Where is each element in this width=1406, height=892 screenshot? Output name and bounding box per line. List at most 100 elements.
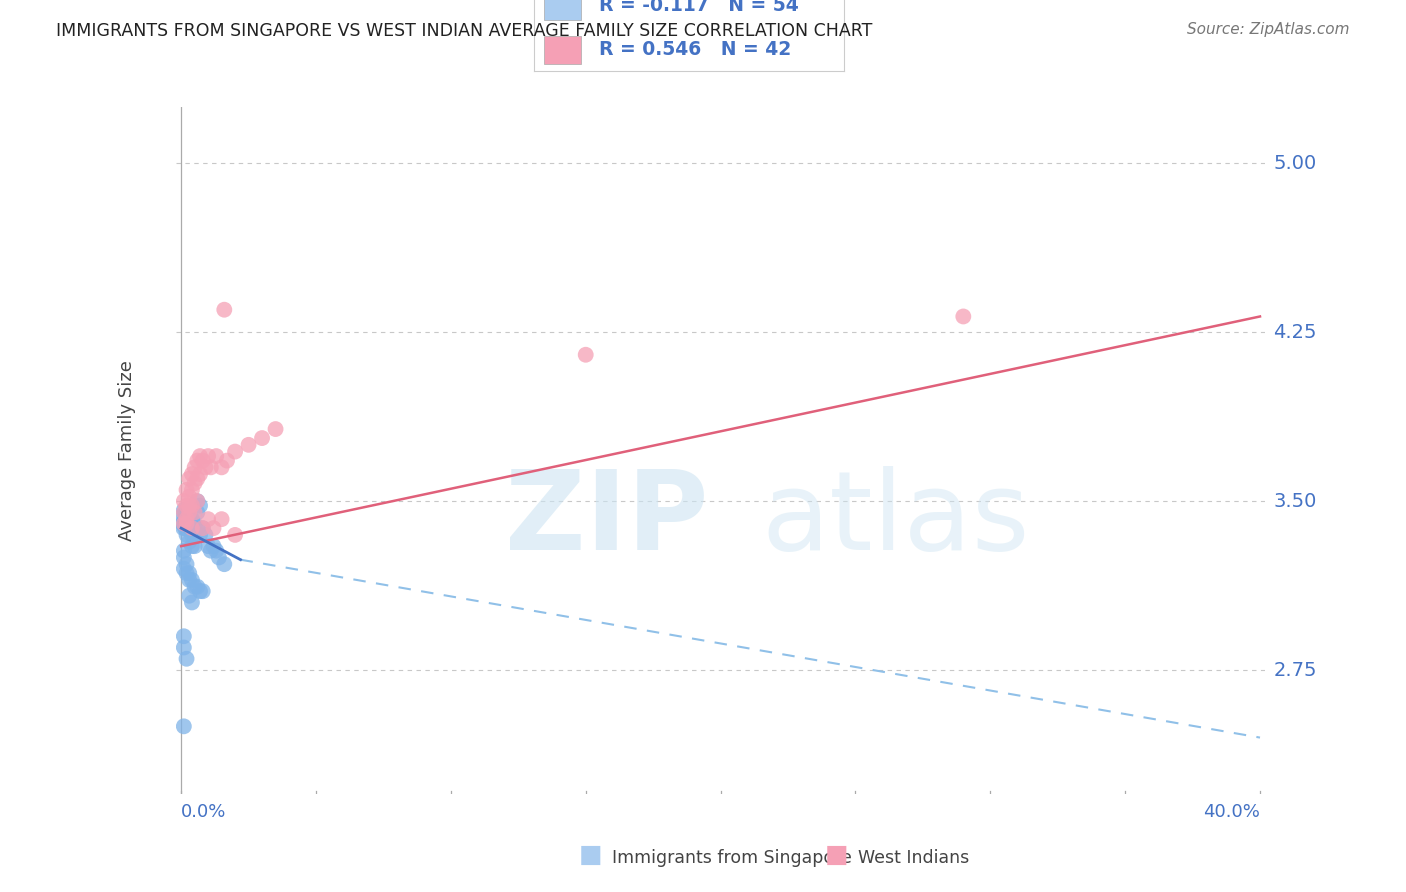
Point [575, 348, 598, 362]
Text: 5.00: 5.00 [1274, 153, 1317, 173]
Text: ■: ■ [579, 843, 602, 867]
Point [174, 512, 197, 526]
Text: atlas: atlas [761, 466, 1029, 573]
Point [179, 589, 201, 603]
Point [181, 467, 204, 482]
Point [188, 499, 211, 513]
Point [179, 521, 201, 535]
Point [197, 539, 219, 553]
Point [181, 499, 204, 513]
Point [176, 566, 198, 581]
Point [176, 499, 198, 513]
Point [183, 516, 205, 531]
Text: 0.0%: 0.0% [181, 803, 226, 821]
Point [173, 508, 195, 522]
Point [238, 438, 260, 452]
Point [186, 472, 208, 486]
Point [224, 528, 246, 542]
Point [183, 476, 205, 491]
Text: Average Family Size: Average Family Size [118, 360, 136, 541]
Point [174, 521, 197, 535]
Point [179, 534, 201, 549]
Point [208, 550, 231, 565]
Point [173, 550, 195, 565]
Point [183, 539, 205, 553]
Point [205, 543, 228, 558]
Point [186, 453, 208, 467]
Point [176, 516, 198, 531]
Point [179, 573, 201, 587]
Point [191, 584, 214, 599]
Text: 4.25: 4.25 [1274, 323, 1317, 342]
Point [173, 503, 195, 517]
Text: IMMIGRANTS FROM SINGAPORE VS WEST INDIAN AVERAGE FAMILY SIZE CORRELATION CHART: IMMIGRANTS FROM SINGAPORE VS WEST INDIAN… [56, 22, 873, 40]
Point [173, 516, 195, 531]
Point [176, 512, 198, 526]
Text: 2.75: 2.75 [1274, 660, 1317, 680]
Point [179, 490, 201, 504]
Point [952, 310, 974, 324]
Point [211, 512, 233, 526]
Point [186, 521, 208, 535]
Point [181, 528, 204, 542]
Text: 3.50: 3.50 [1274, 491, 1317, 510]
Point [188, 449, 211, 463]
Point [215, 453, 238, 467]
Point [186, 494, 208, 508]
Point [183, 460, 205, 475]
Point [181, 521, 204, 535]
Point [214, 302, 236, 317]
Point [200, 543, 222, 558]
Point [172, 516, 194, 531]
Point [173, 505, 195, 519]
Point [179, 505, 201, 519]
Text: West Indians: West Indians [858, 849, 969, 867]
Text: Immigrants from Singapore: Immigrants from Singapore [612, 849, 852, 867]
Point [173, 719, 195, 733]
Point [191, 453, 214, 467]
Point [181, 483, 204, 497]
Point [191, 521, 214, 535]
Point [181, 573, 204, 587]
Point [211, 460, 233, 475]
Point [202, 521, 225, 535]
Point [179, 508, 201, 522]
Point [224, 444, 246, 458]
Point [250, 431, 273, 445]
Point [188, 467, 211, 482]
Point [179, 516, 201, 531]
Point [194, 460, 217, 475]
Text: 40.0%: 40.0% [1204, 803, 1260, 821]
Text: R = 0.546   N = 42: R = 0.546 N = 42 [599, 40, 792, 60]
Point [197, 512, 219, 526]
Point [173, 640, 195, 655]
Point [173, 512, 195, 526]
Point [176, 557, 198, 571]
Text: ZIP: ZIP [505, 466, 709, 573]
Point [179, 499, 201, 513]
Point [176, 528, 198, 542]
Point [173, 494, 195, 508]
Point [181, 521, 204, 535]
Point [181, 539, 204, 553]
Point [186, 505, 208, 519]
Point [200, 460, 222, 475]
Point [183, 505, 205, 519]
FancyBboxPatch shape [544, 36, 581, 64]
Text: R = -0.117   N = 54: R = -0.117 N = 54 [599, 0, 799, 15]
Point [181, 512, 204, 526]
Text: ■: ■ [825, 843, 848, 867]
Point [173, 543, 195, 558]
Point [197, 449, 219, 463]
Point [205, 449, 228, 463]
FancyBboxPatch shape [544, 0, 581, 20]
Point [186, 494, 208, 508]
Point [176, 483, 198, 497]
Point [188, 528, 211, 542]
Point [173, 629, 195, 643]
Point [202, 539, 225, 553]
Point [214, 557, 236, 571]
Point [191, 521, 214, 535]
Point [176, 505, 198, 519]
Point [186, 580, 208, 594]
